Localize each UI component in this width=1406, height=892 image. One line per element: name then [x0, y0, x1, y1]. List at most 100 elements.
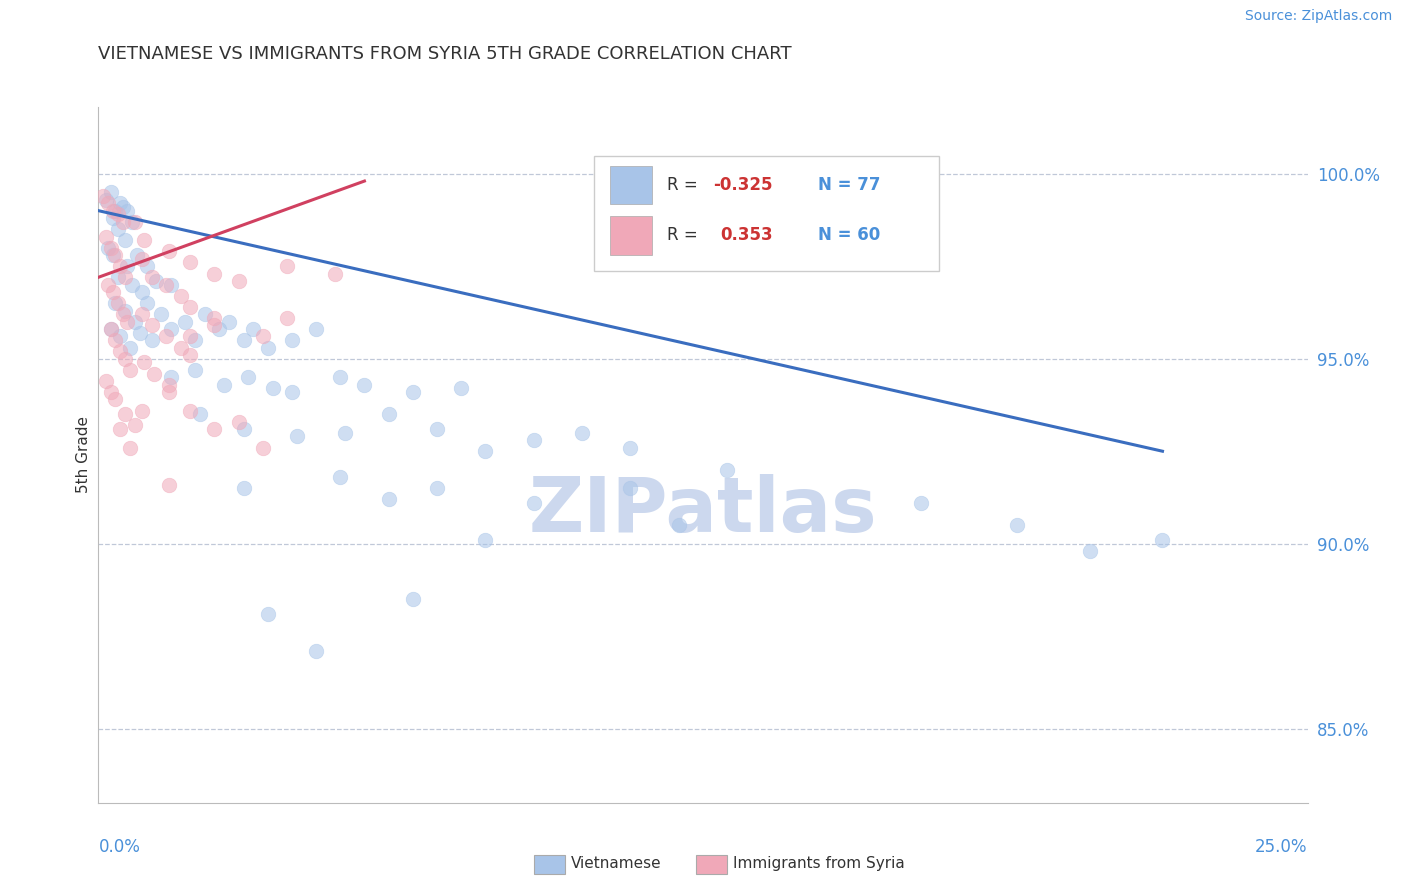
- Point: [135, 296, 157, 310]
- Point: [204, 267, 226, 281]
- Point: [285, 429, 308, 443]
- Point: [276, 310, 298, 325]
- Point: [100, 241, 122, 255]
- Point: [101, 211, 124, 225]
- Point: [107, 222, 129, 236]
- Point: [94, 229, 117, 244]
- Point: [108, 344, 131, 359]
- Point: [228, 274, 250, 288]
- Point: [377, 407, 399, 421]
- Point: [232, 481, 254, 495]
- Text: 0.0%: 0.0%: [98, 838, 141, 856]
- Point: [329, 470, 352, 484]
- Text: R =: R =: [666, 177, 703, 194]
- FancyBboxPatch shape: [610, 216, 652, 254]
- Point: [402, 592, 425, 607]
- Point: [104, 333, 127, 347]
- Point: [104, 248, 127, 262]
- Text: ZIPatlas: ZIPatlas: [529, 474, 877, 548]
- Point: [100, 384, 122, 399]
- Point: [228, 415, 250, 429]
- Point: [668, 518, 690, 533]
- Point: [204, 310, 226, 325]
- Text: -0.325: -0.325: [713, 177, 772, 194]
- Point: [118, 441, 141, 455]
- Point: [97, 277, 120, 292]
- Text: 25.0%: 25.0%: [1256, 838, 1308, 856]
- Point: [252, 441, 274, 455]
- Point: [160, 322, 183, 336]
- Point: [160, 277, 183, 292]
- Point: [97, 196, 120, 211]
- Text: R =: R =: [666, 227, 709, 244]
- Point: [281, 333, 304, 347]
- Point: [204, 318, 226, 333]
- Point: [97, 241, 120, 255]
- Point: [143, 367, 166, 381]
- Point: [108, 259, 131, 273]
- Point: [1007, 518, 1029, 533]
- Point: [426, 422, 449, 436]
- Text: 0.353: 0.353: [720, 227, 772, 244]
- Text: N = 77: N = 77: [818, 177, 880, 194]
- Point: [716, 463, 738, 477]
- Point: [108, 329, 131, 343]
- Point: [127, 248, 149, 262]
- Point: [179, 300, 201, 314]
- Point: [281, 384, 304, 399]
- Point: [155, 329, 177, 343]
- Point: [114, 303, 136, 318]
- Point: [169, 341, 191, 355]
- Point: [208, 322, 231, 336]
- Point: [101, 285, 124, 299]
- Point: [114, 270, 136, 285]
- Point: [155, 277, 177, 292]
- Point: [910, 496, 932, 510]
- Point: [157, 377, 180, 392]
- Point: [104, 203, 127, 218]
- Point: [94, 193, 117, 207]
- Point: [104, 392, 127, 407]
- Point: [114, 233, 136, 247]
- Text: VIETNAMESE VS IMMIGRANTS FROM SYRIA 5TH GRADE CORRELATION CHART: VIETNAMESE VS IMMIGRANTS FROM SYRIA 5TH …: [98, 45, 792, 62]
- Point: [242, 322, 264, 336]
- Text: Vietnamese: Vietnamese: [571, 856, 661, 871]
- Point: [426, 481, 449, 495]
- Point: [124, 418, 146, 433]
- Point: [117, 259, 139, 273]
- Text: Immigrants from Syria: Immigrants from Syria: [733, 856, 904, 871]
- Point: [184, 363, 207, 377]
- Point: [121, 215, 143, 229]
- Point: [474, 533, 496, 547]
- Point: [377, 492, 399, 507]
- Point: [523, 433, 546, 447]
- Point: [100, 322, 122, 336]
- Point: [184, 333, 207, 347]
- Point: [134, 355, 156, 369]
- Point: [108, 196, 131, 211]
- Point: [402, 384, 425, 399]
- Point: [107, 270, 129, 285]
- Point: [169, 289, 191, 303]
- Point: [232, 333, 254, 347]
- Point: [111, 215, 134, 229]
- Point: [179, 403, 201, 417]
- Point: [174, 315, 197, 329]
- Point: [204, 422, 226, 436]
- Point: [111, 307, 134, 321]
- Point: [121, 277, 143, 292]
- Point: [232, 422, 254, 436]
- Point: [135, 259, 157, 273]
- Point: [1078, 544, 1101, 558]
- Point: [325, 267, 347, 281]
- Point: [157, 477, 180, 491]
- Point: [194, 307, 217, 321]
- Point: [118, 341, 141, 355]
- Point: [353, 377, 375, 392]
- Point: [329, 370, 352, 384]
- Point: [141, 333, 163, 347]
- Point: [108, 422, 131, 436]
- Point: [145, 274, 167, 288]
- Point: [91, 189, 114, 203]
- Point: [252, 329, 274, 343]
